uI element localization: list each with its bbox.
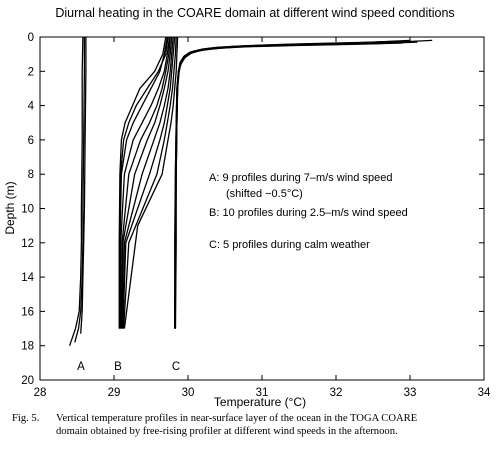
annotation-a: A: 9 profiles during 7–m/s wind speed bbox=[209, 172, 392, 184]
annotation-b: B: 10 profiles during 2.5–m/s wind speed bbox=[209, 207, 408, 219]
x-axis-label: Temperature (°C) bbox=[214, 395, 306, 409]
group-label-b: B bbox=[114, 361, 122, 373]
series-c bbox=[174, 39, 433, 329]
series-b bbox=[118, 36, 179, 329]
y-tick-label: 10 bbox=[21, 204, 34, 216]
profile-line bbox=[80, 37, 87, 334]
profile-line bbox=[122, 36, 176, 329]
chart-title: Diurnal heating in the COARE domain at d… bbox=[55, 6, 454, 20]
caption-line-2: domain obtained by free-rising profiler … bbox=[56, 426, 398, 437]
figure-caption: Fig. 5. Vertical temperature profiles in … bbox=[12, 412, 492, 438]
group-label-c: C bbox=[172, 361, 180, 373]
profile-line bbox=[122, 36, 174, 329]
y-tick-label: 16 bbox=[21, 306, 34, 318]
y-tick-label: 4 bbox=[28, 101, 35, 113]
x-tick-label: 28 bbox=[34, 387, 47, 399]
profile-line bbox=[121, 36, 173, 329]
profile-line bbox=[174, 41, 418, 329]
y-tick-label: 18 bbox=[21, 341, 34, 353]
profile-lines bbox=[68, 36, 433, 346]
annotation-c: C: 5 profiles during calm weather bbox=[209, 239, 370, 251]
profile-line bbox=[123, 36, 179, 329]
y-tick-label: 12 bbox=[21, 238, 34, 250]
x-tick-label: 34 bbox=[478, 387, 491, 399]
profile-line bbox=[120, 36, 171, 329]
y-tick-label: 20 bbox=[21, 375, 34, 387]
x-tick-label: 33 bbox=[404, 387, 417, 399]
profile-line bbox=[122, 36, 177, 329]
group-label-a: A bbox=[77, 361, 85, 373]
profile-line bbox=[74, 37, 86, 343]
profile-line bbox=[120, 36, 171, 329]
x-tick-label: 31 bbox=[256, 387, 269, 399]
y-tick-label: 8 bbox=[28, 169, 34, 181]
series-a bbox=[68, 36, 87, 346]
y-tick-label: 14 bbox=[21, 272, 34, 284]
axis-ticks: 28 29 30 31 32 33 34 0 2 4 6 8 10 12 14 16 18 20 bbox=[21, 32, 491, 399]
x-tick-label: 32 bbox=[330, 387, 343, 399]
caption-label: Fig. 5. bbox=[12, 413, 40, 424]
annotation-a-shift: (shifted −0.5°C) bbox=[226, 188, 303, 200]
x-tick-label: 30 bbox=[182, 387, 195, 399]
x-tick-label: 29 bbox=[108, 387, 121, 399]
profile-line bbox=[68, 36, 84, 346]
profile-line bbox=[174, 42, 403, 329]
caption-line-1: Vertical temperature profiles in near-su… bbox=[56, 413, 418, 424]
profile-line bbox=[119, 36, 169, 329]
profile-line bbox=[174, 39, 411, 329]
profile-line bbox=[118, 36, 167, 329]
profile-line bbox=[119, 36, 168, 329]
chart: Diurnal heating in the COARE domain at d… bbox=[3, 6, 491, 409]
y-axis-label: Depth (m) bbox=[3, 181, 17, 234]
y-tick-label: 2 bbox=[28, 66, 34, 78]
y-tick-label: 0 bbox=[28, 32, 34, 44]
profile-line bbox=[174, 40, 396, 329]
y-tick-label: 6 bbox=[28, 135, 34, 147]
profile-line bbox=[174, 39, 433, 329]
